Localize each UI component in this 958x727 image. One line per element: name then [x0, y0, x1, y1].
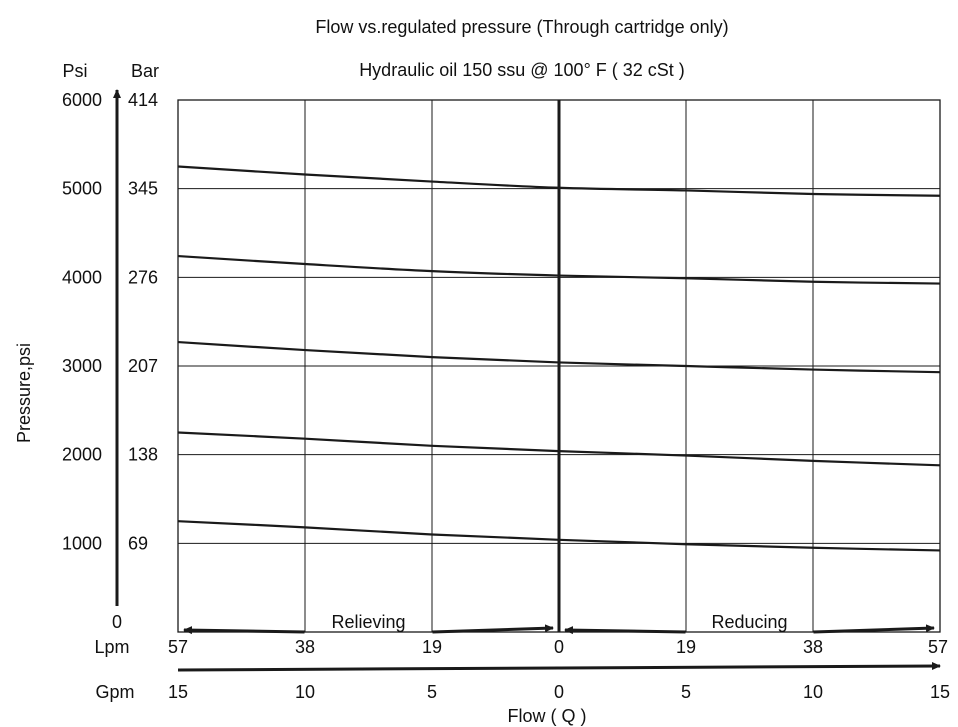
region-arrow-left	[183, 626, 305, 635]
y-axis-psi-header: Psi	[62, 61, 87, 81]
y-tick-bar: 345	[128, 179, 158, 199]
y-tick-bar: 138	[128, 445, 158, 465]
y-tick-psi: 3000	[62, 356, 102, 376]
chart-subtitle: Hydraulic oil 150 ssu @ 100° F ( 32 cSt …	[359, 60, 685, 80]
region-label: Relieving	[331, 612, 405, 632]
x-tick-lpm: 38	[803, 637, 823, 657]
x-tick-gpm: 5	[681, 682, 691, 702]
x-tick-lpm: 57	[168, 637, 188, 657]
x-tick-gpm: 10	[803, 682, 823, 702]
series-layer	[177, 165, 941, 552]
region-arrow-right	[813, 624, 935, 634]
tick-layer: 0100020003000400050006000691382072763454…	[62, 90, 950, 702]
y-tick-bar: 69	[128, 533, 148, 553]
chart-title: Flow vs.regulated pressure (Through cart…	[315, 17, 728, 37]
y-axis-title: Pressure,psi	[14, 343, 34, 443]
grid-layer	[177, 99, 941, 633]
y-tick-psi: 5000	[62, 179, 102, 199]
x-tick-gpm: 10	[295, 682, 315, 702]
x-tick-lpm: 19	[422, 637, 442, 657]
x-axis-lpm-header: Lpm	[94, 637, 129, 657]
y-tick-bar: 414	[128, 90, 158, 110]
y-tick-psi: 4000	[62, 267, 102, 287]
pressure-curve	[177, 431, 941, 467]
region-layer: Relieving Reducing	[183, 612, 935, 635]
y-tick-psi: 0	[112, 612, 122, 632]
x-tick-lpm: 0	[554, 637, 564, 657]
x-tick-gpm: 5	[427, 682, 437, 702]
pressure-curve	[177, 254, 941, 285]
pressure-curve	[177, 340, 941, 374]
y-tick-psi: 2000	[62, 445, 102, 465]
y-tick-bar: 276	[128, 267, 158, 287]
y-axis-bar-header: Bar	[131, 61, 159, 81]
x-tick-gpm: 15	[168, 682, 188, 702]
x-tick-lpm: 38	[295, 637, 315, 657]
region-label: Reducing	[711, 612, 787, 632]
region-arrow-left	[564, 626, 686, 635]
x-axis-gpm-header: Gpm	[95, 682, 134, 702]
x-tick-gpm: 0	[554, 682, 564, 702]
x-axis-title: Flow ( Q )	[508, 706, 587, 726]
y-tick-psi: 1000	[62, 533, 102, 553]
axis-layer	[113, 89, 941, 672]
pressure-curve	[177, 520, 941, 552]
y-tick-psi: 6000	[62, 90, 102, 110]
y-tick-bar: 207	[128, 356, 158, 376]
x-tick-lpm: 19	[676, 637, 696, 657]
flow-axis-arrow	[177, 662, 941, 672]
x-tick-gpm: 15	[930, 682, 950, 702]
x-tick-lpm: 57	[928, 637, 948, 657]
pressure-curve	[177, 165, 941, 197]
region-arrow-right	[432, 624, 554, 634]
